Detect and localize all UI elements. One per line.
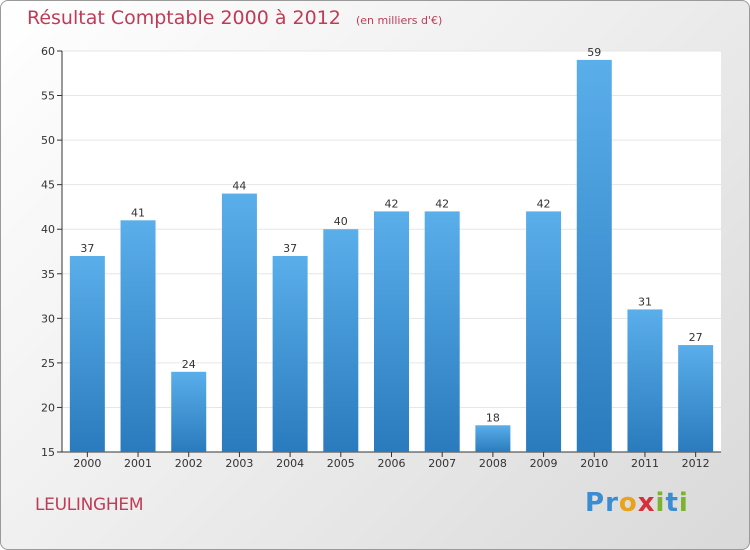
y-tick-label: 25 [41, 357, 55, 370]
bar [424, 211, 460, 452]
x-tick-label: 2010 [580, 457, 608, 470]
data-label: 27 [689, 331, 703, 344]
logo-letter: P [585, 488, 606, 518]
data-label: 44 [232, 180, 246, 193]
x-tick-label: 2001 [124, 457, 152, 470]
x-tick-label: 2004 [276, 457, 304, 470]
x-tick-label: 2005 [327, 457, 355, 470]
logo-letter: r [605, 488, 619, 518]
logo-letter: x [637, 488, 656, 518]
data-label: 40 [334, 215, 348, 228]
proxiti-logo: Proxiti [585, 488, 689, 518]
y-tick-label: 45 [41, 179, 55, 192]
logo-letter: i [678, 488, 689, 518]
bar [69, 255, 105, 452]
chart-title: Résultat Comptable 2000 à 2012 (en milli… [27, 7, 442, 29]
data-label: 59 [587, 46, 601, 59]
y-tick-label: 15 [41, 446, 55, 459]
x-tick-label: 2006 [378, 457, 406, 470]
data-label: 42 [537, 197, 551, 210]
data-label: 41 [131, 206, 145, 219]
data-label: 42 [435, 197, 449, 210]
unit-note: (en milliers d'€) [355, 14, 443, 27]
x-tick-label: 2011 [631, 457, 659, 470]
data-label: 42 [385, 197, 399, 210]
data-label: 37 [80, 242, 94, 255]
y-tick-label: 20 [41, 401, 55, 414]
x-tick-label: 2007 [428, 457, 456, 470]
bar [323, 229, 359, 452]
data-label: 18 [486, 411, 500, 424]
x-tick-label: 2003 [225, 457, 253, 470]
data-label: 37 [283, 242, 297, 255]
bar [221, 193, 257, 453]
bar [374, 211, 409, 452]
x-tick-label: 2012 [682, 457, 710, 470]
x-tick-label: 2000 [73, 457, 101, 470]
data-label: 24 [182, 358, 196, 371]
y-tick-label: 30 [41, 312, 55, 325]
commune-name: LEULINGHEM [35, 495, 144, 515]
title-text: Résultat Comptable 2000 à 2012 [27, 7, 341, 29]
logo-letter: t [665, 488, 679, 518]
bar [576, 59, 612, 453]
data-label: 31 [638, 295, 652, 308]
x-tick-label: 2008 [479, 457, 507, 470]
bar [120, 220, 156, 452]
y-tick-label: 40 [41, 223, 55, 236]
bar [627, 309, 663, 452]
logo-letter: o [618, 488, 638, 518]
x-tick-label: 2009 [530, 457, 558, 470]
bar [171, 371, 207, 452]
y-tick-label: 55 [41, 90, 55, 103]
y-tick-label: 50 [41, 134, 55, 147]
bar [272, 255, 308, 452]
x-tick-label: 2002 [175, 457, 203, 470]
logo-letter: i [655, 488, 666, 518]
bar [678, 345, 714, 452]
bar [475, 425, 511, 452]
y-tick-label: 60 [41, 45, 55, 58]
y-tick-label: 35 [41, 268, 55, 281]
bar [526, 211, 562, 452]
